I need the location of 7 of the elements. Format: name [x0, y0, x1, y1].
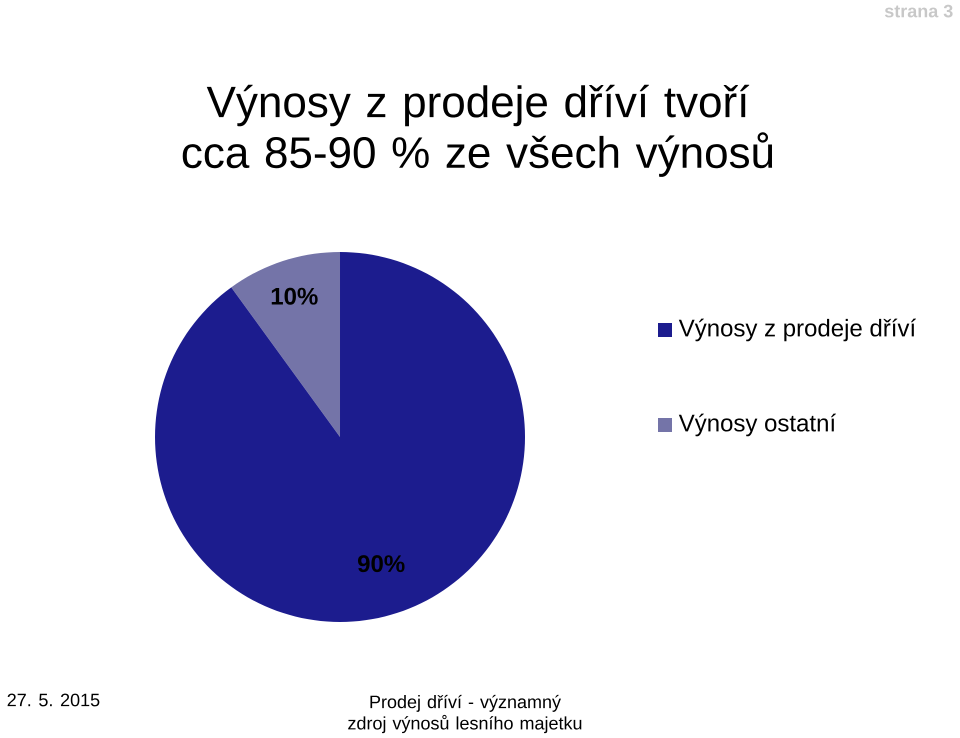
text: Prodej dříví - významný zdroj výnosů lesního majetku	[348, 694, 582, 734]
legend-label: Výnosy z prodeje dříví	[678, 318, 916, 342]
chart-title: Výnosy z prodeje dříví tvoří cca 85-90 % ze všech výnosů	[182, 84, 772, 177]
data-label: 10%	[272, 288, 318, 305]
text: 27. 5. 2015	[8, 694, 100, 706]
legend-label: Výnosy ostatní	[678, 414, 836, 436]
data-label: 90%	[358, 555, 405, 572]
